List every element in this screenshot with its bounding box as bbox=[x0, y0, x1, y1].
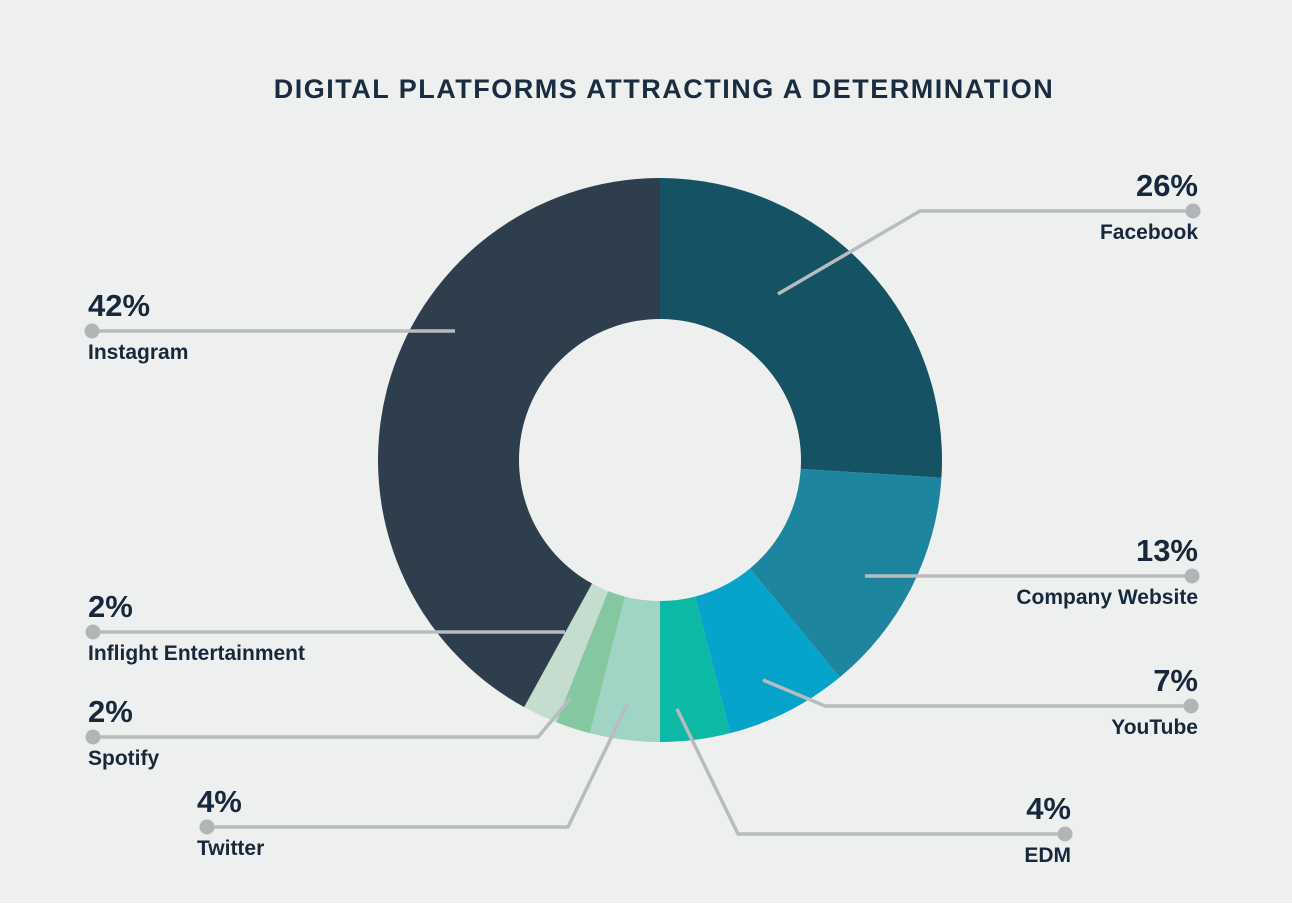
company-website-percent: 13% bbox=[1135, 533, 1198, 568]
dot-facebook bbox=[1185, 203, 1201, 219]
leader-spotify bbox=[93, 697, 572, 739]
segment-spotify bbox=[556, 591, 625, 734]
inflight-entertainment-label: Inflight Entertainment bbox=[88, 642, 305, 665]
segment-inflight-entertainment bbox=[524, 583, 609, 723]
leader-lines bbox=[92, 209, 1193, 836]
company-website-label: Company Website bbox=[1016, 586, 1198, 609]
facebook-percent: 26% bbox=[1135, 168, 1198, 203]
dot-youtube bbox=[1183, 698, 1199, 714]
segment-instagram bbox=[378, 178, 660, 708]
leader-youtube bbox=[762, 678, 1191, 708]
twitter-percent: 4% bbox=[197, 784, 242, 819]
dot-twitter bbox=[199, 819, 215, 835]
youtube-label: YouTube bbox=[1111, 716, 1198, 739]
bottom-strip bbox=[0, 903, 1292, 910]
inflight-entertainment-percent: 2% bbox=[88, 589, 133, 624]
dot-spotify bbox=[85, 729, 101, 745]
spotify-percent: 2% bbox=[88, 694, 133, 729]
instagram-label: Instagram bbox=[88, 341, 189, 364]
dot-inflight-entertainment bbox=[85, 624, 101, 640]
instagram-percent: 42% bbox=[88, 288, 151, 323]
chart-title: DIGITAL PLATFORMS ATTRACTING A DETERMINA… bbox=[273, 74, 1055, 104]
segment-youtube bbox=[695, 568, 840, 734]
leader-facebook bbox=[777, 209, 1193, 296]
leader-edm bbox=[675, 708, 1065, 836]
leader-twitter bbox=[207, 704, 629, 829]
edm-label: EDM bbox=[1024, 844, 1071, 867]
segment-company-website bbox=[749, 468, 942, 678]
segment-edm bbox=[660, 596, 731, 742]
dot-edm bbox=[1057, 826, 1073, 842]
youtube-percent: 7% bbox=[1153, 663, 1198, 698]
segment-facebook bbox=[660, 178, 942, 478]
facebook-label: Facebook bbox=[1099, 221, 1198, 244]
spotify-label: Spotify bbox=[88, 747, 160, 770]
segment-twitter bbox=[589, 596, 660, 742]
edm-percent: 4% bbox=[1026, 791, 1071, 826]
donut-segments bbox=[378, 178, 942, 742]
leader-dots bbox=[84, 203, 1201, 842]
dot-instagram bbox=[84, 323, 100, 339]
dot-company-website bbox=[1184, 568, 1200, 584]
twitter-label: Twitter bbox=[197, 837, 265, 860]
